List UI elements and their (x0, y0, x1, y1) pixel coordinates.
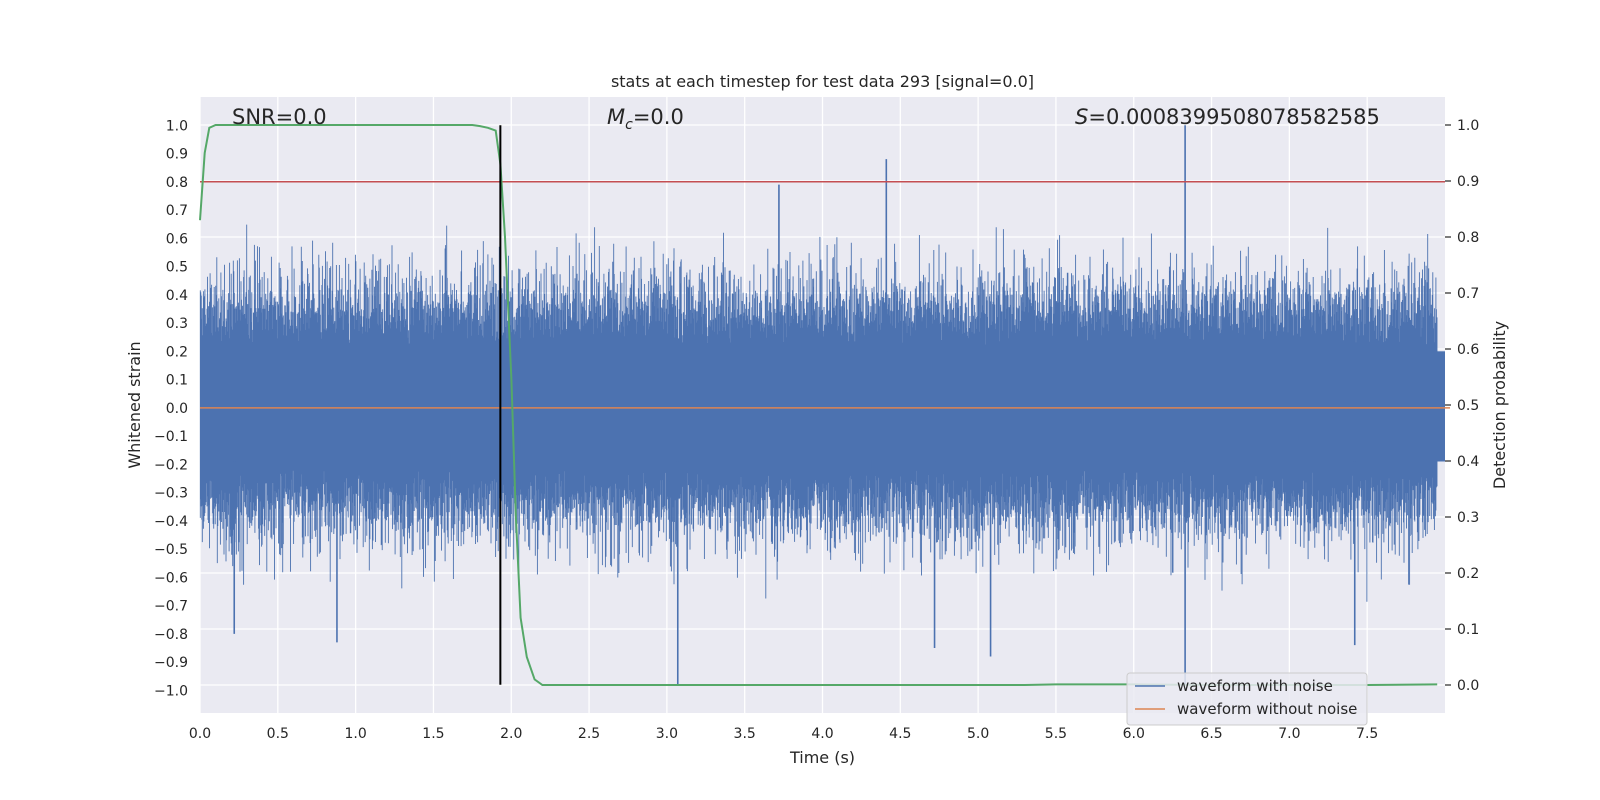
y2-axis-label: Detection probability (1490, 321, 1509, 489)
legend: waveform with noise waveform without noi… (1126, 672, 1368, 726)
y2-axis-ticks: 1.0 0.9 0.8 0.7 0.6 0.5 0.4 0.3 0.2 0.1 0.0 (1445, 118, 1479, 694)
annotation-s-symbol: S (1075, 105, 1088, 129)
y-tick-label-3: 0.7 (166, 203, 188, 219)
x-tick-label-0: 0.0 (189, 726, 211, 742)
y2-tick-label-9: 0.1 (1457, 622, 1479, 638)
y2-tick-label-0: 1.0 (1457, 118, 1479, 134)
x-tick-label-4: 2.0 (500, 726, 522, 742)
y2-tick-label-8: 0.2 (1457, 566, 1479, 582)
y2-tick-label-6: 0.4 (1457, 454, 1479, 470)
y-axis-label: Whitened strain (125, 341, 144, 468)
x-tick-label-13: 6.5 (1200, 726, 1222, 742)
x-tick-label-1: 0.5 (267, 726, 289, 742)
y-tick-label-13: −0.3 (154, 486, 188, 502)
annotation-mc-subscript: c (625, 117, 633, 133)
y-tick-label-9: 0.1 (166, 373, 188, 389)
x-tick-label-12: 6.0 (1123, 726, 1145, 742)
chart-title: stats at each timestep for test data 293… (611, 72, 1034, 91)
y-tick-label-4: 0.6 (166, 231, 188, 247)
x-tick-label-10: 5.0 (967, 726, 989, 742)
x-tick-label-7: 3.5 (734, 726, 756, 742)
y-tick-label-17: −0.7 (154, 599, 188, 615)
y-tick-label-11: −0.1 (154, 429, 188, 445)
y-tick-label-20: −1.0 (154, 683, 188, 699)
y2-tick-label-10: 0.0 (1457, 678, 1479, 694)
x-axis-label: Time (s) (789, 748, 855, 767)
y-tick-label-12: −0.2 (154, 457, 188, 473)
annotation-mc-symbol: M (607, 105, 625, 129)
x-tick-label-9: 4.5 (889, 726, 911, 742)
x-tick-label-14: 7.0 (1278, 726, 1300, 742)
annotation-chirp-mass: Mc=0.0 (607, 105, 684, 133)
y-tick-label-0: 1.0 (166, 118, 188, 134)
y-tick-label-8: 0.2 (166, 344, 188, 360)
annotation-s-value: =0.0008399508078582585 (1088, 105, 1380, 129)
annotation-statistic: S=0.0008399508078582585 (1075, 105, 1380, 129)
y2-tick-label-2: 0.8 (1457, 230, 1479, 246)
y2-tick-label-3: 0.7 (1457, 286, 1479, 302)
legend-label-clean: waveform without noise (1177, 700, 1357, 718)
y2-tick-label-4: 0.6 (1457, 342, 1479, 358)
y-tick-label-5: 0.5 (166, 260, 188, 276)
y2-tick-label-5: 0.5 (1457, 398, 1479, 414)
series-detection-probability (199, 124, 1438, 686)
y-tick-label-15: −0.5 (154, 542, 188, 558)
y-tick-label-2: 0.8 (166, 175, 188, 191)
legend-label-noise: waveform with noise (1177, 677, 1333, 695)
x-tick-label-5: 2.5 (578, 726, 600, 742)
y-tick-label-16: −0.6 (154, 570, 188, 586)
x-tick-label-2: 1.0 (344, 726, 366, 742)
y2-tick-label-1: 0.9 (1457, 174, 1479, 190)
legend-box (1126, 672, 1368, 726)
y-tick-label-10: 0.0 (166, 401, 188, 417)
x-tick-label-15: 7.5 (1356, 726, 1378, 742)
annotation-mc-value: =0.0 (633, 105, 684, 129)
y2-tick-label-7: 0.3 (1457, 510, 1479, 526)
annotation-snr: SNR=0.0 (232, 105, 327, 129)
y-axis-ticks: 1.0 0.9 0.8 0.7 0.6 0.5 0.4 0.3 0.2 0.1 0.0 −0.1 −0.… (154, 118, 188, 699)
x-tick-label-3: 1.5 (422, 726, 444, 742)
noise-core (200, 351, 1445, 462)
noise-peak-spikes (233, 125, 1356, 685)
y-tick-label-18: −0.8 (154, 627, 188, 643)
x-tick-label-8: 4.0 (811, 726, 833, 742)
x-axis-ticks: 0.0 0.5 1.0 1.5 2.0 2.5 3.0 3.5 4.0 4.5 5.0 5.5 6.0 6… (189, 726, 1378, 742)
x-tick-label-11: 5.5 (1045, 726, 1067, 742)
y-tick-label-7: 0.3 (166, 316, 188, 332)
y-tick-label-14: −0.4 (154, 514, 188, 530)
y-tick-label-1: 0.9 (166, 147, 188, 163)
x-tick-label-6: 3.0 (656, 726, 678, 742)
y-tick-label-6: 0.4 (166, 288, 188, 304)
y-tick-label-19: −0.9 (154, 655, 188, 671)
